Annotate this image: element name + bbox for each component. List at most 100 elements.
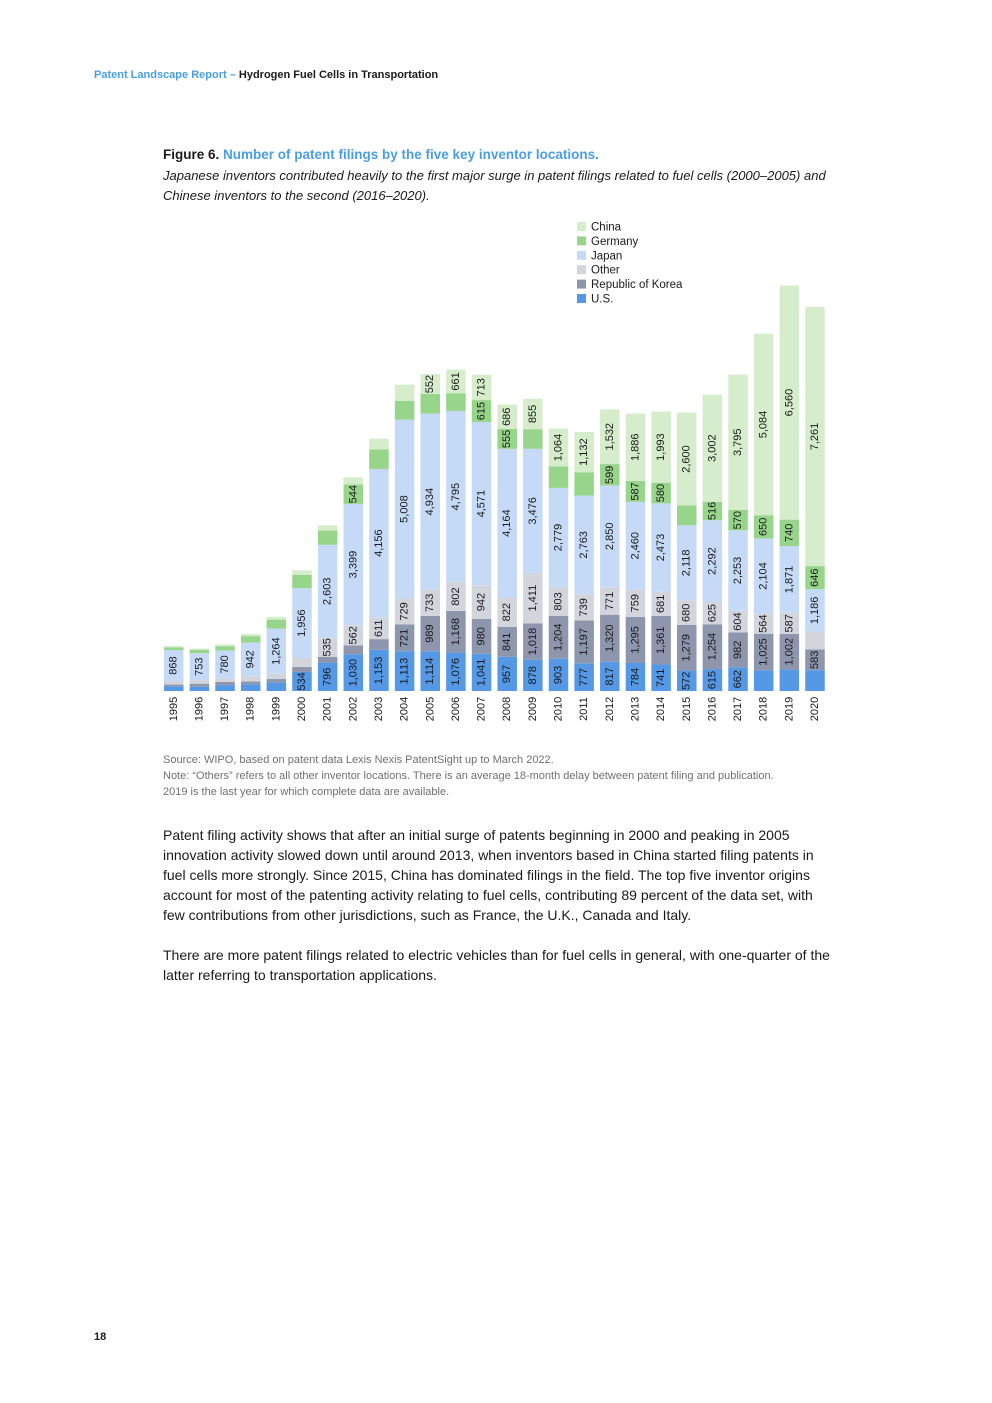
data-label-japan-2002: 3,399 [347, 551, 359, 579]
bar-segment-germany-2000 [292, 574, 312, 589]
data-label-other-2013: 759 [629, 594, 641, 612]
legend-swatch-japan [577, 250, 586, 260]
data-label-china-2011: 1,132 [578, 438, 590, 466]
bar-segment-u-s-2009 [523, 659, 543, 691]
data-label-other-2010: 803 [553, 592, 565, 610]
bar-segment-china-2016 [702, 394, 723, 502]
bar-segment-other-2002 [343, 625, 364, 646]
bar-segment-japan-2003 [369, 468, 389, 618]
bar-segment-china-2006 [446, 369, 466, 394]
data-label-u-s-2011: 777 [578, 668, 590, 686]
legend-label-germany: Germany [591, 236, 639, 248]
running-header: Patent Landscape Report – Hydrogen Fuel … [94, 69, 438, 81]
data-label-japan-1999: 1,264 [270, 637, 282, 665]
bar-segment-japan-2002 [343, 503, 364, 626]
bar-segment-republic-of-korea-2006 [446, 610, 466, 653]
data-label-japan-2000: 1,956 [296, 609, 308, 637]
bar-segment-china-2009 [523, 398, 543, 430]
bar-segment-china-2011 [574, 431, 594, 473]
note-line-2: 2019 is the last year for which complete… [163, 786, 450, 798]
x-tick-2009: 2009 [527, 697, 539, 721]
x-tick-2007: 2007 [476, 697, 488, 721]
bar-segment-germany-2010 [548, 466, 569, 488]
bar-segment-germany-1999 [266, 619, 287, 629]
data-label-japan-2003: 4,156 [373, 529, 385, 557]
data-label-japan-2013: 2,460 [629, 532, 641, 560]
data-label-germany-2013: 587 [629, 482, 641, 500]
bar-segment-republic-of-korea-2010 [548, 615, 569, 659]
bar-segment-germany-2013 [625, 480, 646, 502]
data-label-republic-of-korea-2004: 721 [399, 629, 411, 647]
data-label-republic-of-korea-2016: 1,254 [706, 633, 718, 661]
data-label-other-2008: 822 [501, 603, 513, 621]
bar-segment-japan-2020 [805, 589, 825, 632]
bar-segment-other-2009 [523, 572, 543, 624]
bar-segment-other-1995 [164, 681, 184, 685]
data-label-u-s-2005: 1,114 [424, 658, 436, 685]
bar-segment-china-2017 [728, 374, 748, 510]
bar-segment-other-2018 [753, 613, 774, 634]
data-label-republic-of-korea-2006: 1,168 [450, 618, 462, 646]
bar-segment-japan-2008 [497, 448, 517, 598]
bar-segment-japan-2004 [394, 419, 415, 599]
bar-segment-other-2008 [497, 597, 517, 627]
data-label-u-s-2001: 796 [322, 668, 334, 686]
data-label-japan-1995: 868 [168, 656, 180, 674]
data-label-republic-of-korea-2008: 841 [501, 633, 513, 651]
data-label-japan-2005: 4,934 [424, 488, 436, 516]
bar-segment-germany-2015 [677, 505, 697, 526]
bar-segment-germany-2019 [779, 519, 800, 547]
bar-segment-china-1998 [240, 633, 261, 637]
data-label-u-s-2009: 878 [527, 666, 539, 684]
bar-segment-japan-1996 [189, 653, 210, 681]
x-tick-2008: 2008 [501, 697, 513, 721]
data-label-germany-2008: 555 [501, 430, 513, 448]
bar-segment-china-1997 [215, 644, 235, 647]
data-label-japan-2014: 2,473 [655, 534, 667, 562]
bar-segment-u-s-2018 [753, 670, 774, 691]
bar-segment-japan-2015 [677, 525, 697, 601]
bar-segment-china-2015 [677, 412, 697, 506]
bar-segment-other-1996 [189, 680, 210, 684]
bar-segment-china-1996 [189, 648, 210, 651]
legend-label-japan: Japan [591, 250, 622, 262]
bar-segment-other-1999 [266, 673, 287, 680]
bar-segment-republic-of-korea-2015 [677, 624, 697, 671]
data-label-china-2019: 6,560 [783, 389, 795, 417]
data-label-china-2020: 7,261 [809, 423, 821, 451]
data-label-republic-of-korea-2018: 1,025 [758, 638, 770, 666]
stacked-bar-chart: 868 753 780 942 1,264 534 1,956 796 535 2,603 1,03… [164, 222, 825, 721]
bar-segment-japan-1995 [164, 650, 184, 682]
data-label-u-s-2004: 1,113 [399, 658, 411, 685]
x-tick-2004: 2004 [399, 697, 411, 721]
x-tick-labels: 1995 1996 1997 1998 1999 2000 2001 2002 2003 2004… [168, 697, 821, 721]
bar-segment-other-2016 [702, 601, 723, 625]
bar-segment-germany-1996 [189, 650, 210, 654]
bar-segment-u-s-2011 [574, 663, 594, 691]
bar-segment-other-2017 [728, 610, 748, 633]
bar-segment-other-1998 [240, 676, 261, 682]
data-label-u-s-2016: 615 [706, 671, 718, 689]
bar-segment-republic-of-korea-1997 [215, 681, 235, 686]
data-label-china-2010: 1,064 [553, 434, 565, 462]
bar-segment-u-s-2016 [702, 669, 723, 691]
bar-segment-other-2014 [651, 591, 671, 616]
bar-segment-u-s-2000 [292, 671, 312, 691]
data-label-japan-2010: 2,779 [553, 524, 565, 552]
data-label-other-2007: 942 [476, 593, 488, 611]
data-label-other-2018: 564 [758, 614, 770, 632]
data-label-china-2005: 552 [424, 375, 436, 393]
bar-segment-u-s-1998 [240, 684, 261, 691]
bar-segment-china-2004 [394, 384, 415, 401]
bar-segment-other-2013 [625, 589, 646, 617]
note-line-1: Note: “Others” refers to all other inven… [163, 770, 774, 782]
data-label-japan-1997: 780 [219, 655, 231, 673]
legend-label-u-s: U.S. [591, 294, 613, 306]
x-tick-2001: 2001 [322, 697, 334, 721]
x-tick-2017: 2017 [732, 697, 744, 721]
bar-segment-u-s-1999 [266, 682, 287, 691]
bar-segment-other-2015 [677, 600, 697, 625]
data-label-other-2003: 611 [373, 619, 385, 637]
x-tick-2020: 2020 [809, 697, 821, 721]
bar-segment-republic-of-korea-2007 [471, 618, 492, 654]
